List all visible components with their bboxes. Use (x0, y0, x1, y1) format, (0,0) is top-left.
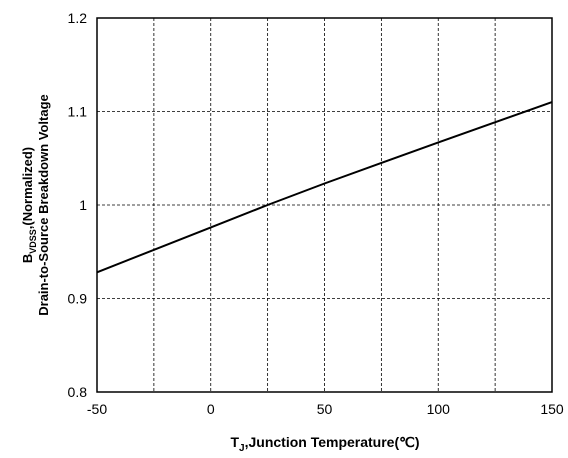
y-tick-label: 1 (79, 197, 87, 213)
y-axis-label-line2: Drain-to-Source Breakdown Voltage (36, 94, 51, 316)
x-axis-label: TJ,Junction Temperature(℃) (230, 434, 419, 454)
y-tick-label: 1.1 (68, 104, 88, 120)
x-tick-label: 50 (317, 401, 333, 417)
ticks-layer: -50 0 50 100 150 0.8 0.9 1 1.1 1.2 (68, 10, 564, 417)
x-tick-label: -50 (87, 401, 107, 417)
plot-frame (96, 17, 553, 393)
y-axis-label-line1: BVDSS,(Normalized) (20, 147, 38, 263)
x-tick-label: 150 (540, 401, 564, 417)
x-tick-label: 0 (207, 401, 215, 417)
x-tick-label: 100 (427, 401, 451, 417)
y-tick-label: 1.2 (68, 10, 88, 26)
y-tick-label: 0.8 (68, 384, 88, 400)
y-axis-label: BVDSS,(Normalized) Drain-to-Source Break… (20, 94, 51, 316)
y-tick-label: 0.9 (68, 291, 88, 307)
grid-layer (97, 18, 552, 392)
series-line (96, 101, 553, 274)
